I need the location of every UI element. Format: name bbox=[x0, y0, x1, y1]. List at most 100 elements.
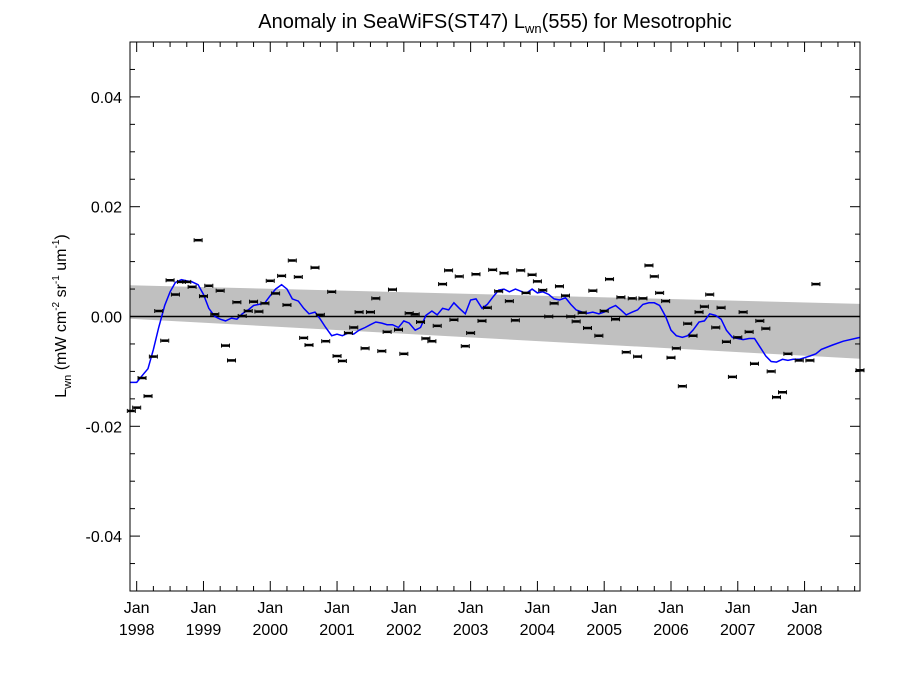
data-point bbox=[516, 268, 526, 273]
data-point bbox=[488, 267, 498, 272]
data-point bbox=[577, 310, 587, 315]
data-point bbox=[221, 343, 231, 348]
data-point bbox=[227, 358, 237, 363]
data-point bbox=[477, 318, 487, 323]
data-point bbox=[471, 272, 481, 277]
y-label-part-1: L bbox=[53, 389, 70, 398]
data-point bbox=[599, 309, 609, 314]
data-point bbox=[549, 301, 559, 306]
y-label-part-6: -1 bbox=[51, 275, 62, 284]
data-point bbox=[688, 333, 698, 338]
data-point bbox=[454, 274, 464, 279]
data-point bbox=[260, 301, 270, 306]
data-point bbox=[671, 346, 681, 351]
data-point bbox=[349, 325, 359, 330]
data-point bbox=[749, 361, 759, 366]
confidence-band-layer bbox=[130, 285, 860, 359]
data-point bbox=[694, 310, 704, 315]
x-tick-month-label: Jan bbox=[591, 600, 617, 617]
data-point bbox=[243, 309, 253, 314]
data-point bbox=[772, 395, 782, 400]
data-point bbox=[811, 282, 821, 287]
data-point bbox=[494, 289, 504, 294]
data-point bbox=[482, 305, 492, 310]
data-point bbox=[182, 279, 192, 284]
data-point bbox=[387, 287, 397, 292]
y-label-part-2: wn bbox=[62, 375, 74, 390]
data-point bbox=[761, 326, 771, 331]
data-point bbox=[666, 355, 676, 360]
x-ticks-layer: Jan 1998 Jan 1999 Jan 2000 Jan 2001 Jan 2002 Jan 20… bbox=[119, 42, 856, 639]
data-point bbox=[794, 358, 804, 363]
data-point bbox=[538, 288, 548, 293]
data-point bbox=[371, 296, 381, 301]
y-tick-label: 0.00 bbox=[91, 310, 122, 327]
data-point bbox=[377, 349, 387, 354]
data-point bbox=[432, 323, 442, 328]
data-points-layer bbox=[126, 238, 865, 413]
data-point bbox=[588, 288, 598, 293]
data-point bbox=[327, 289, 337, 294]
y-tick-label: 0.04 bbox=[91, 90, 122, 107]
x-tick-year-label: 1999 bbox=[186, 622, 222, 639]
data-point bbox=[611, 317, 621, 322]
data-point bbox=[616, 295, 626, 300]
y-label-part-9: ) bbox=[53, 234, 70, 239]
data-point bbox=[360, 346, 370, 351]
data-point bbox=[721, 339, 731, 344]
x-tick-month-label: Jan bbox=[257, 600, 283, 617]
data-point bbox=[204, 283, 214, 288]
y-label-part-8: -1 bbox=[51, 239, 62, 248]
data-point bbox=[766, 369, 776, 374]
data-point bbox=[293, 274, 303, 279]
data-point bbox=[193, 238, 203, 243]
data-point bbox=[755, 318, 765, 323]
data-point bbox=[354, 310, 364, 315]
data-point bbox=[444, 268, 454, 273]
data-point bbox=[265, 278, 275, 283]
data-point bbox=[438, 282, 448, 287]
data-point bbox=[282, 302, 292, 307]
data-point bbox=[416, 319, 426, 324]
y-tick-label: 0.02 bbox=[91, 200, 122, 217]
data-point bbox=[605, 277, 615, 282]
data-point bbox=[343, 330, 353, 335]
x-tick-year-label: 2003 bbox=[453, 622, 489, 639]
y-ticks-layer: -0.04 -0.02 0.00 0.02 0.04 bbox=[86, 41, 860, 592]
data-point bbox=[421, 336, 431, 341]
data-point bbox=[716, 305, 726, 310]
data-point bbox=[148, 354, 158, 359]
x-tick-year-label: 2007 bbox=[720, 622, 756, 639]
data-point bbox=[571, 319, 581, 324]
data-point bbox=[187, 284, 197, 289]
data-point bbox=[154, 309, 164, 314]
data-point bbox=[132, 405, 142, 410]
data-point bbox=[287, 258, 297, 263]
x-tick-year-label: 2008 bbox=[787, 622, 823, 639]
x-tick-month-label: Jan bbox=[525, 600, 551, 617]
data-point bbox=[683, 321, 693, 326]
data-point bbox=[677, 384, 687, 389]
data-point bbox=[198, 294, 208, 299]
y-label-part-7: um bbox=[53, 249, 70, 276]
data-point bbox=[783, 351, 793, 356]
x-tick-month-label: Jan bbox=[658, 600, 684, 617]
data-point bbox=[649, 274, 659, 279]
data-point bbox=[554, 284, 564, 289]
data-point bbox=[382, 329, 392, 334]
data-point bbox=[137, 375, 147, 380]
data-point bbox=[237, 313, 247, 318]
data-point bbox=[544, 314, 554, 319]
x-tick-month-label: Jan bbox=[191, 600, 217, 617]
data-point bbox=[655, 290, 665, 295]
data-point bbox=[254, 309, 264, 314]
x-tick-month-label: Jan bbox=[124, 600, 150, 617]
smooth-curve bbox=[130, 278, 861, 384]
smooth-curve-layer bbox=[130, 278, 861, 384]
data-point bbox=[232, 300, 242, 305]
x-tick-month-label: Jan bbox=[792, 600, 818, 617]
y-label-part-4: -2 bbox=[51, 301, 62, 310]
data-point bbox=[583, 326, 593, 331]
data-point bbox=[315, 312, 325, 317]
